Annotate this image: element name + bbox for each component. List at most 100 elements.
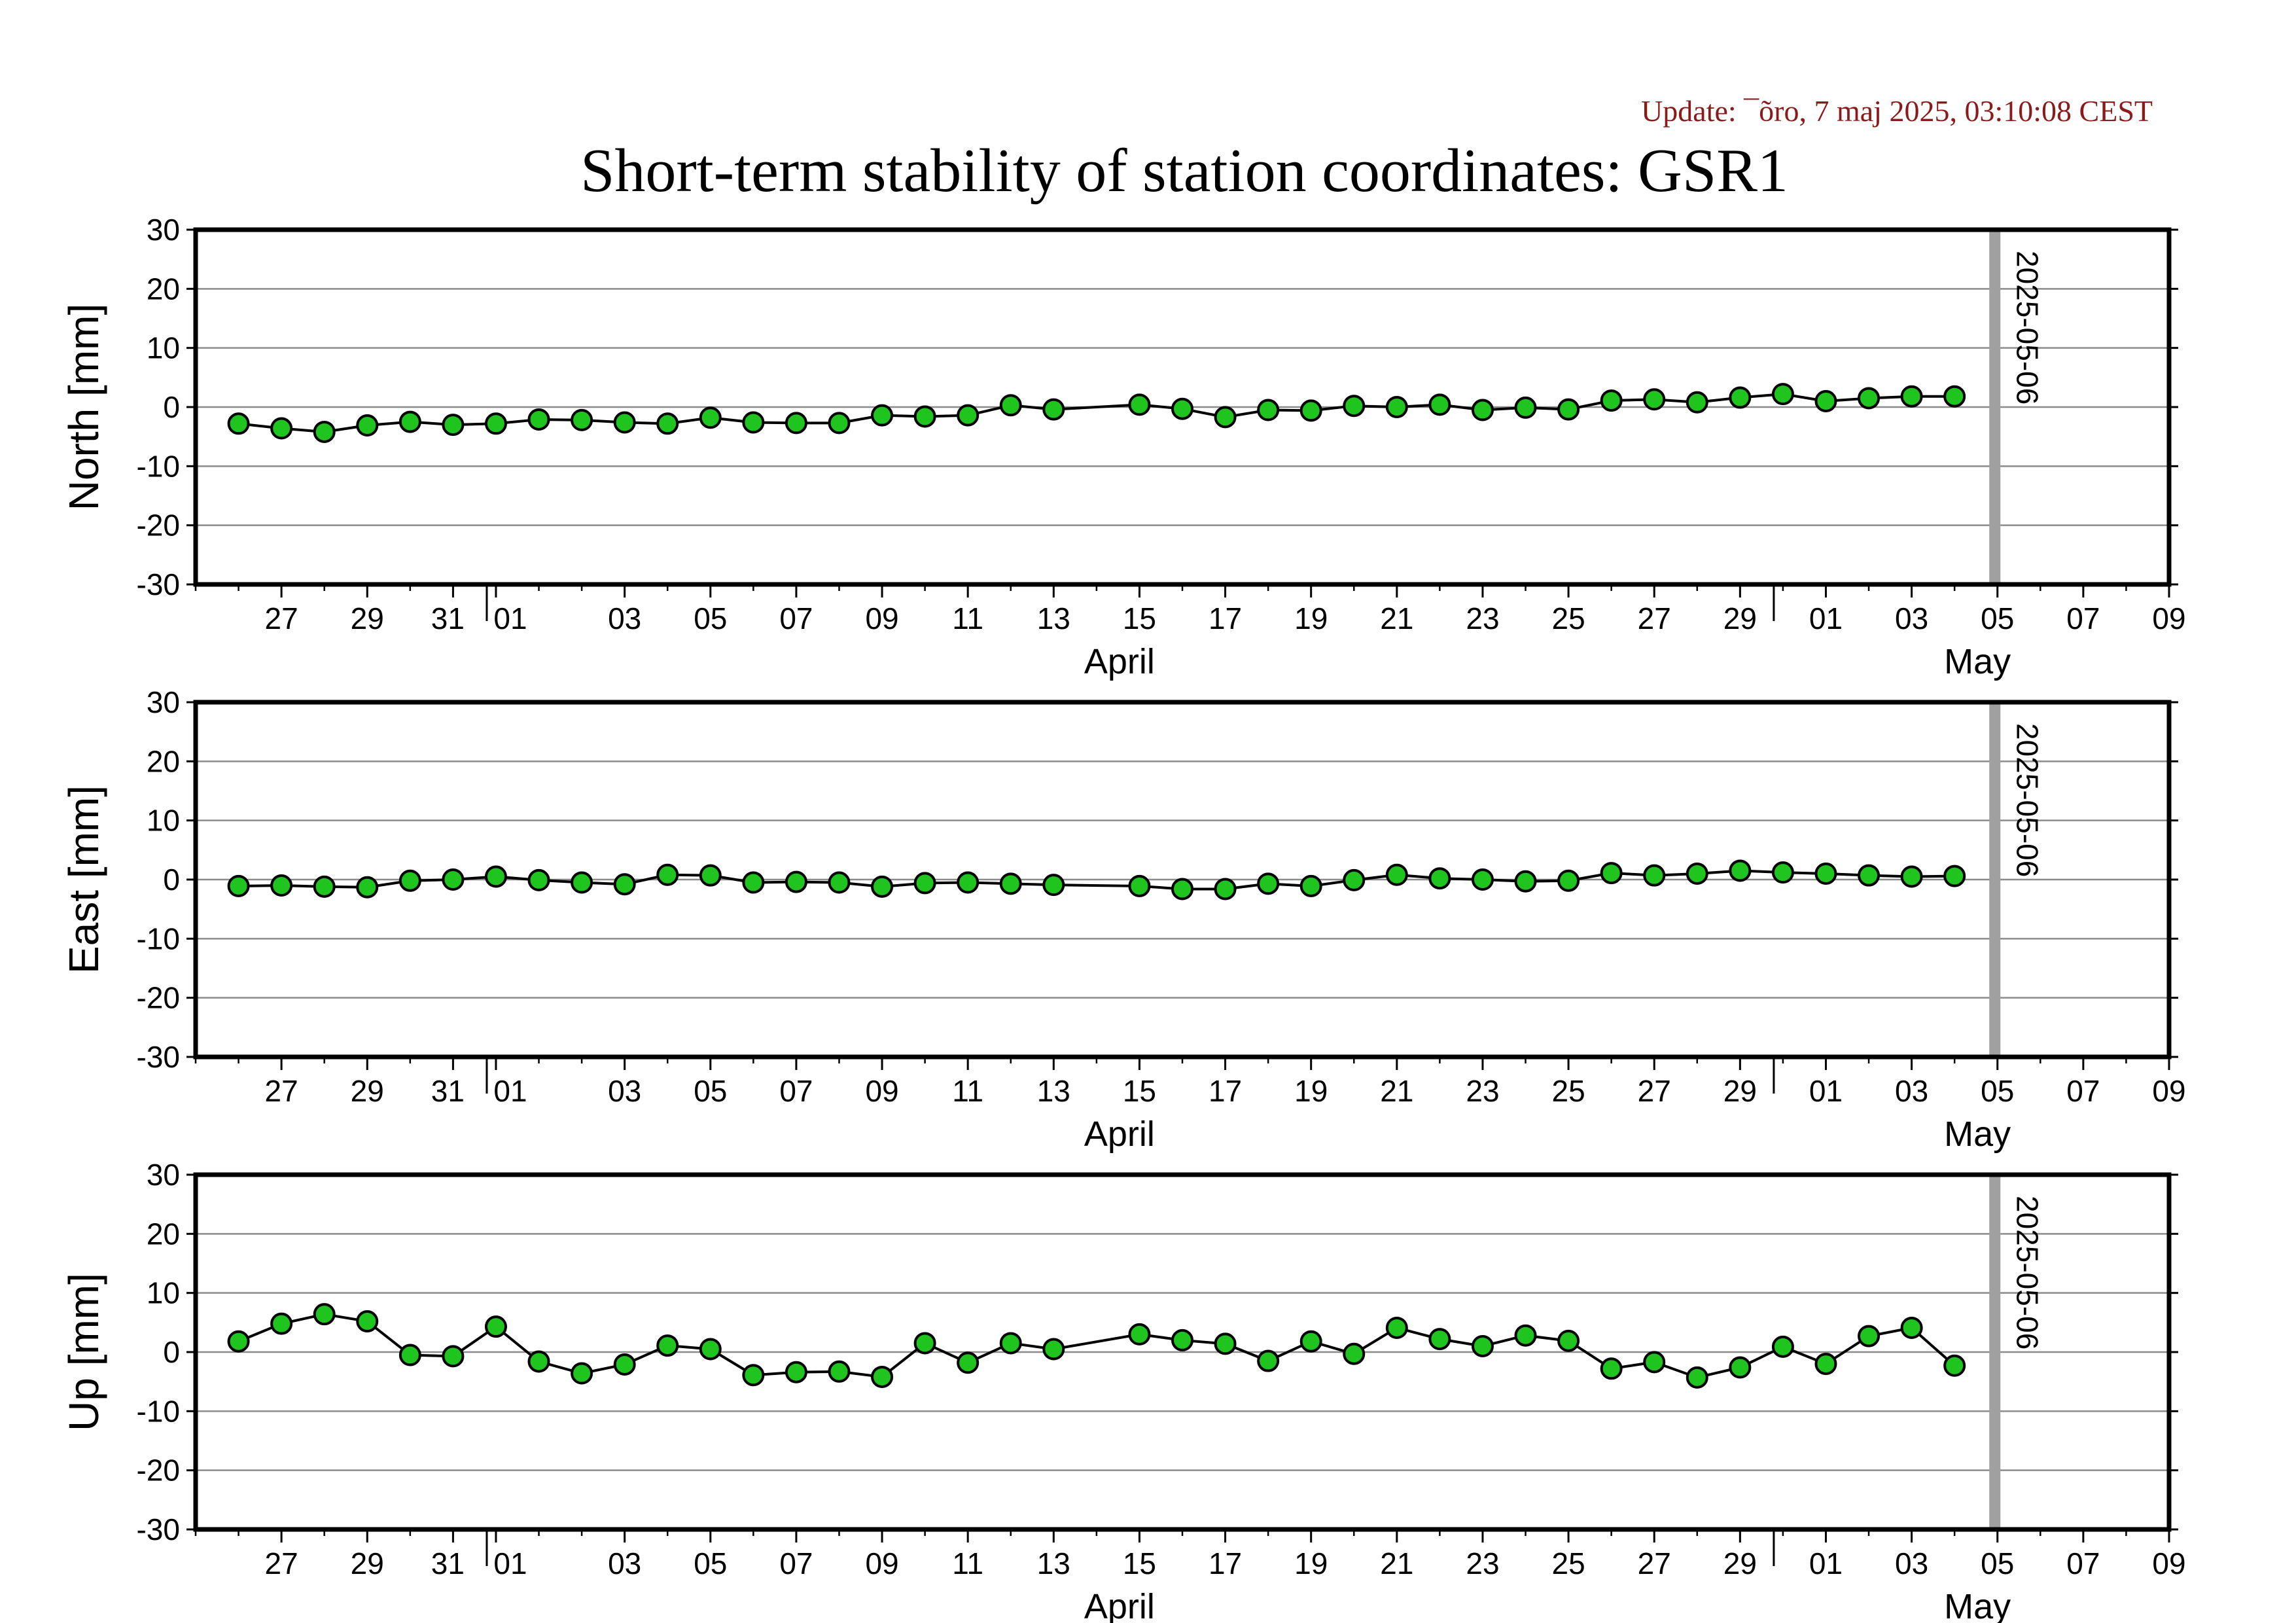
data-point xyxy=(1299,874,1322,897)
data-point xyxy=(1171,878,1193,901)
y-tick-label: 10 xyxy=(147,804,180,838)
data-point xyxy=(313,1303,336,1326)
data-point xyxy=(1257,1349,1280,1372)
data-point xyxy=(1299,1330,1322,1353)
data-point xyxy=(398,410,421,433)
data-point xyxy=(1385,863,1408,886)
data-point xyxy=(1686,391,1708,414)
x-tick-label: 27 xyxy=(265,1074,298,1108)
x-tick-label: 01 xyxy=(493,1074,527,1108)
y-tick-label: -30 xyxy=(137,567,180,601)
data-point xyxy=(527,408,550,431)
data-point xyxy=(1771,861,1794,884)
data-point xyxy=(270,874,293,897)
data-point xyxy=(828,1360,851,1383)
data-point xyxy=(1343,395,1366,418)
data-point xyxy=(1643,1351,1666,1374)
data-point xyxy=(1428,393,1451,416)
data-point xyxy=(785,412,807,435)
x-tick-label: 21 xyxy=(1380,1074,1413,1108)
x-tick-label: 19 xyxy=(1294,601,1328,635)
data-point xyxy=(742,411,765,434)
panel-east: 2025-05-06 30 20 10 0 -10 -20 -30 East [mm] 27 29 3… xyxy=(60,685,2186,1154)
figure-title: Short-term stability of station coordina… xyxy=(580,137,1788,205)
y-tick-label: 10 xyxy=(147,1276,180,1310)
data-point xyxy=(1214,878,1237,901)
y-tick-label: 0 xyxy=(163,1335,180,1369)
date-marker-label: 2025-05-06 xyxy=(2011,723,2045,877)
x-tick-label: 27 xyxy=(1638,1546,1671,1580)
data-point xyxy=(1471,1334,1494,1357)
data-point xyxy=(270,417,293,440)
y-tick-label: -10 xyxy=(137,921,180,955)
data-point xyxy=(1814,389,1837,412)
data-point xyxy=(1643,864,1666,887)
x-tick-label: 03 xyxy=(608,1074,641,1108)
data-point xyxy=(1343,868,1366,891)
data-point xyxy=(313,420,336,443)
x-tick-label: 19 xyxy=(1294,1546,1328,1580)
data-point xyxy=(1385,396,1408,418)
data-point xyxy=(613,873,636,896)
data-point xyxy=(227,412,250,435)
data-point xyxy=(1257,399,1280,421)
y-tick-label: 30 xyxy=(147,1158,180,1192)
plot-frame xyxy=(193,227,2172,587)
x-tick-label: 29 xyxy=(1723,1546,1757,1580)
month-label: May xyxy=(1944,1115,2011,1154)
data-point xyxy=(1600,1357,1623,1380)
data-point xyxy=(999,1332,1022,1355)
y-tick-label: -10 xyxy=(137,449,180,483)
data-point xyxy=(1943,865,1966,887)
y-tick-label: -20 xyxy=(137,981,180,1015)
data-point xyxy=(1557,1329,1580,1352)
x-tick-label: 13 xyxy=(1037,1546,1070,1580)
data-point xyxy=(1471,399,1494,421)
x-tick-label: 09 xyxy=(2152,601,2185,635)
y-tick-label: -20 xyxy=(137,508,180,543)
x-tick-label: 17 xyxy=(1209,601,1242,635)
data-point xyxy=(442,868,465,891)
data-point xyxy=(527,1350,550,1373)
x-tick-label: 03 xyxy=(1895,1074,1928,1108)
data-point xyxy=(356,1310,379,1333)
x-tick-label: 09 xyxy=(865,1074,898,1108)
series-line xyxy=(238,1313,1956,1379)
y-axis-label: North [mm] xyxy=(60,304,107,510)
data-point xyxy=(356,876,379,899)
data-point xyxy=(1471,868,1494,891)
series-line xyxy=(238,393,1955,433)
data-point xyxy=(313,875,336,898)
y-tick-label: 0 xyxy=(163,863,180,897)
data-point xyxy=(1858,387,1881,410)
x-tick-label: 09 xyxy=(865,1546,898,1580)
x-tick-label: 05 xyxy=(694,601,727,635)
data-point xyxy=(527,868,550,891)
x-tick-label: 07 xyxy=(2066,1546,2100,1580)
x-tick-label: 29 xyxy=(351,1074,384,1108)
data-point xyxy=(1686,862,1708,885)
data-point xyxy=(1214,406,1237,429)
data-point xyxy=(1814,862,1837,885)
update-timestamp: Update: ¯õro, 7 maj 2025, 03:10:08 CEST xyxy=(1641,94,2153,128)
x-tick-label: 31 xyxy=(431,1074,465,1108)
data-point xyxy=(1729,386,1752,409)
x-tick-label: 11 xyxy=(952,601,983,635)
data-point xyxy=(1042,398,1065,421)
x-tick-label: 07 xyxy=(779,601,813,635)
x-tick-label: 07 xyxy=(2066,1074,2100,1108)
data-point xyxy=(571,871,593,894)
data-point xyxy=(1729,1356,1752,1379)
panel-north: 2025-05-06 30 20 10 0 -10 -20 -30 North [mm] 27 29… xyxy=(60,213,2186,681)
data-point xyxy=(613,411,636,434)
data-point xyxy=(1557,869,1580,892)
data-point xyxy=(484,865,507,888)
y-tick-label: 10 xyxy=(147,331,180,365)
data-point xyxy=(656,863,679,886)
x-tick-label: 05 xyxy=(694,1074,727,1108)
data-point xyxy=(913,405,936,428)
data-point xyxy=(1171,397,1193,420)
x-tick-label: 23 xyxy=(1466,601,1499,635)
x-tick-label: 29 xyxy=(1723,601,1757,635)
